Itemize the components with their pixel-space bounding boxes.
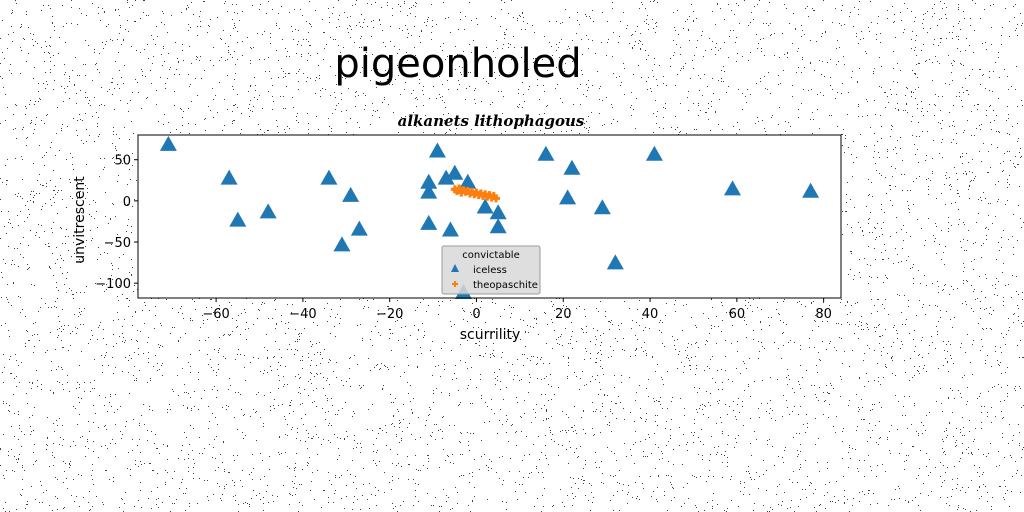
y-axis-label: unvitrescent xyxy=(72,176,88,264)
legend: convictable iceless theopaschite xyxy=(441,245,541,295)
legend-marker-theopaschite xyxy=(452,281,458,287)
point-iceless xyxy=(342,186,360,202)
point-iceless xyxy=(537,145,555,161)
point-iceless xyxy=(802,182,820,198)
legend-marker-iceless xyxy=(451,264,459,272)
point-iceless xyxy=(593,199,611,215)
point-iceless xyxy=(428,142,446,158)
x-tick-label: 40 xyxy=(642,307,659,322)
point-iceless xyxy=(229,211,247,227)
point-iceless xyxy=(420,214,438,230)
point-iceless xyxy=(159,135,177,151)
x-tick-label: 60 xyxy=(729,307,746,322)
y-axis-ticks: 50 0 −50 −100 xyxy=(95,154,138,292)
legend-label-theopaschite: theopaschite xyxy=(473,280,538,291)
point-iceless xyxy=(563,159,581,175)
axes-frame xyxy=(137,134,842,299)
point-theopaschite xyxy=(492,194,501,203)
point-iceless xyxy=(559,189,577,205)
point-iceless xyxy=(420,183,438,199)
point-iceless xyxy=(645,145,663,161)
point-iceless xyxy=(420,173,438,189)
x-axis-ticks: −60 −40 −20 0 20 40 60 80 xyxy=(202,298,832,322)
point-iceless xyxy=(476,198,494,214)
legend-title: convictable xyxy=(462,250,519,261)
legend-box xyxy=(441,245,541,295)
x-tick-label: 0 xyxy=(472,307,480,322)
point-iceless xyxy=(220,169,238,185)
point-iceless xyxy=(446,164,464,180)
point-iceless xyxy=(606,254,624,270)
point-iceless xyxy=(350,220,368,236)
y-tick-label: 0 xyxy=(123,195,131,210)
point-iceless xyxy=(724,180,742,196)
point-iceless xyxy=(259,203,277,219)
point-iceless xyxy=(489,218,507,234)
x-tick-label: −40 xyxy=(289,307,316,322)
point-iceless xyxy=(459,173,477,189)
axes-title: alkanets lithophagous xyxy=(398,112,585,130)
point-iceless xyxy=(489,204,507,220)
x-axis-label: scurrility xyxy=(460,327,521,343)
y-tick-label: −50 xyxy=(104,236,131,251)
y-tick-label: 50 xyxy=(114,154,131,169)
x-tick-label: 80 xyxy=(815,307,832,322)
point-iceless xyxy=(333,236,351,252)
point-iceless xyxy=(441,221,459,237)
x-tick-label: −60 xyxy=(202,307,229,322)
x-tick-label: 20 xyxy=(555,307,572,322)
point-iceless xyxy=(320,169,338,185)
data-points xyxy=(159,135,820,300)
point-iceless xyxy=(437,169,455,185)
x-tick-label: −20 xyxy=(376,307,403,322)
legend-label-iceless: iceless xyxy=(473,265,507,276)
figure-title: pigeonholed xyxy=(334,41,581,87)
y-tick-label: −100 xyxy=(95,277,131,292)
